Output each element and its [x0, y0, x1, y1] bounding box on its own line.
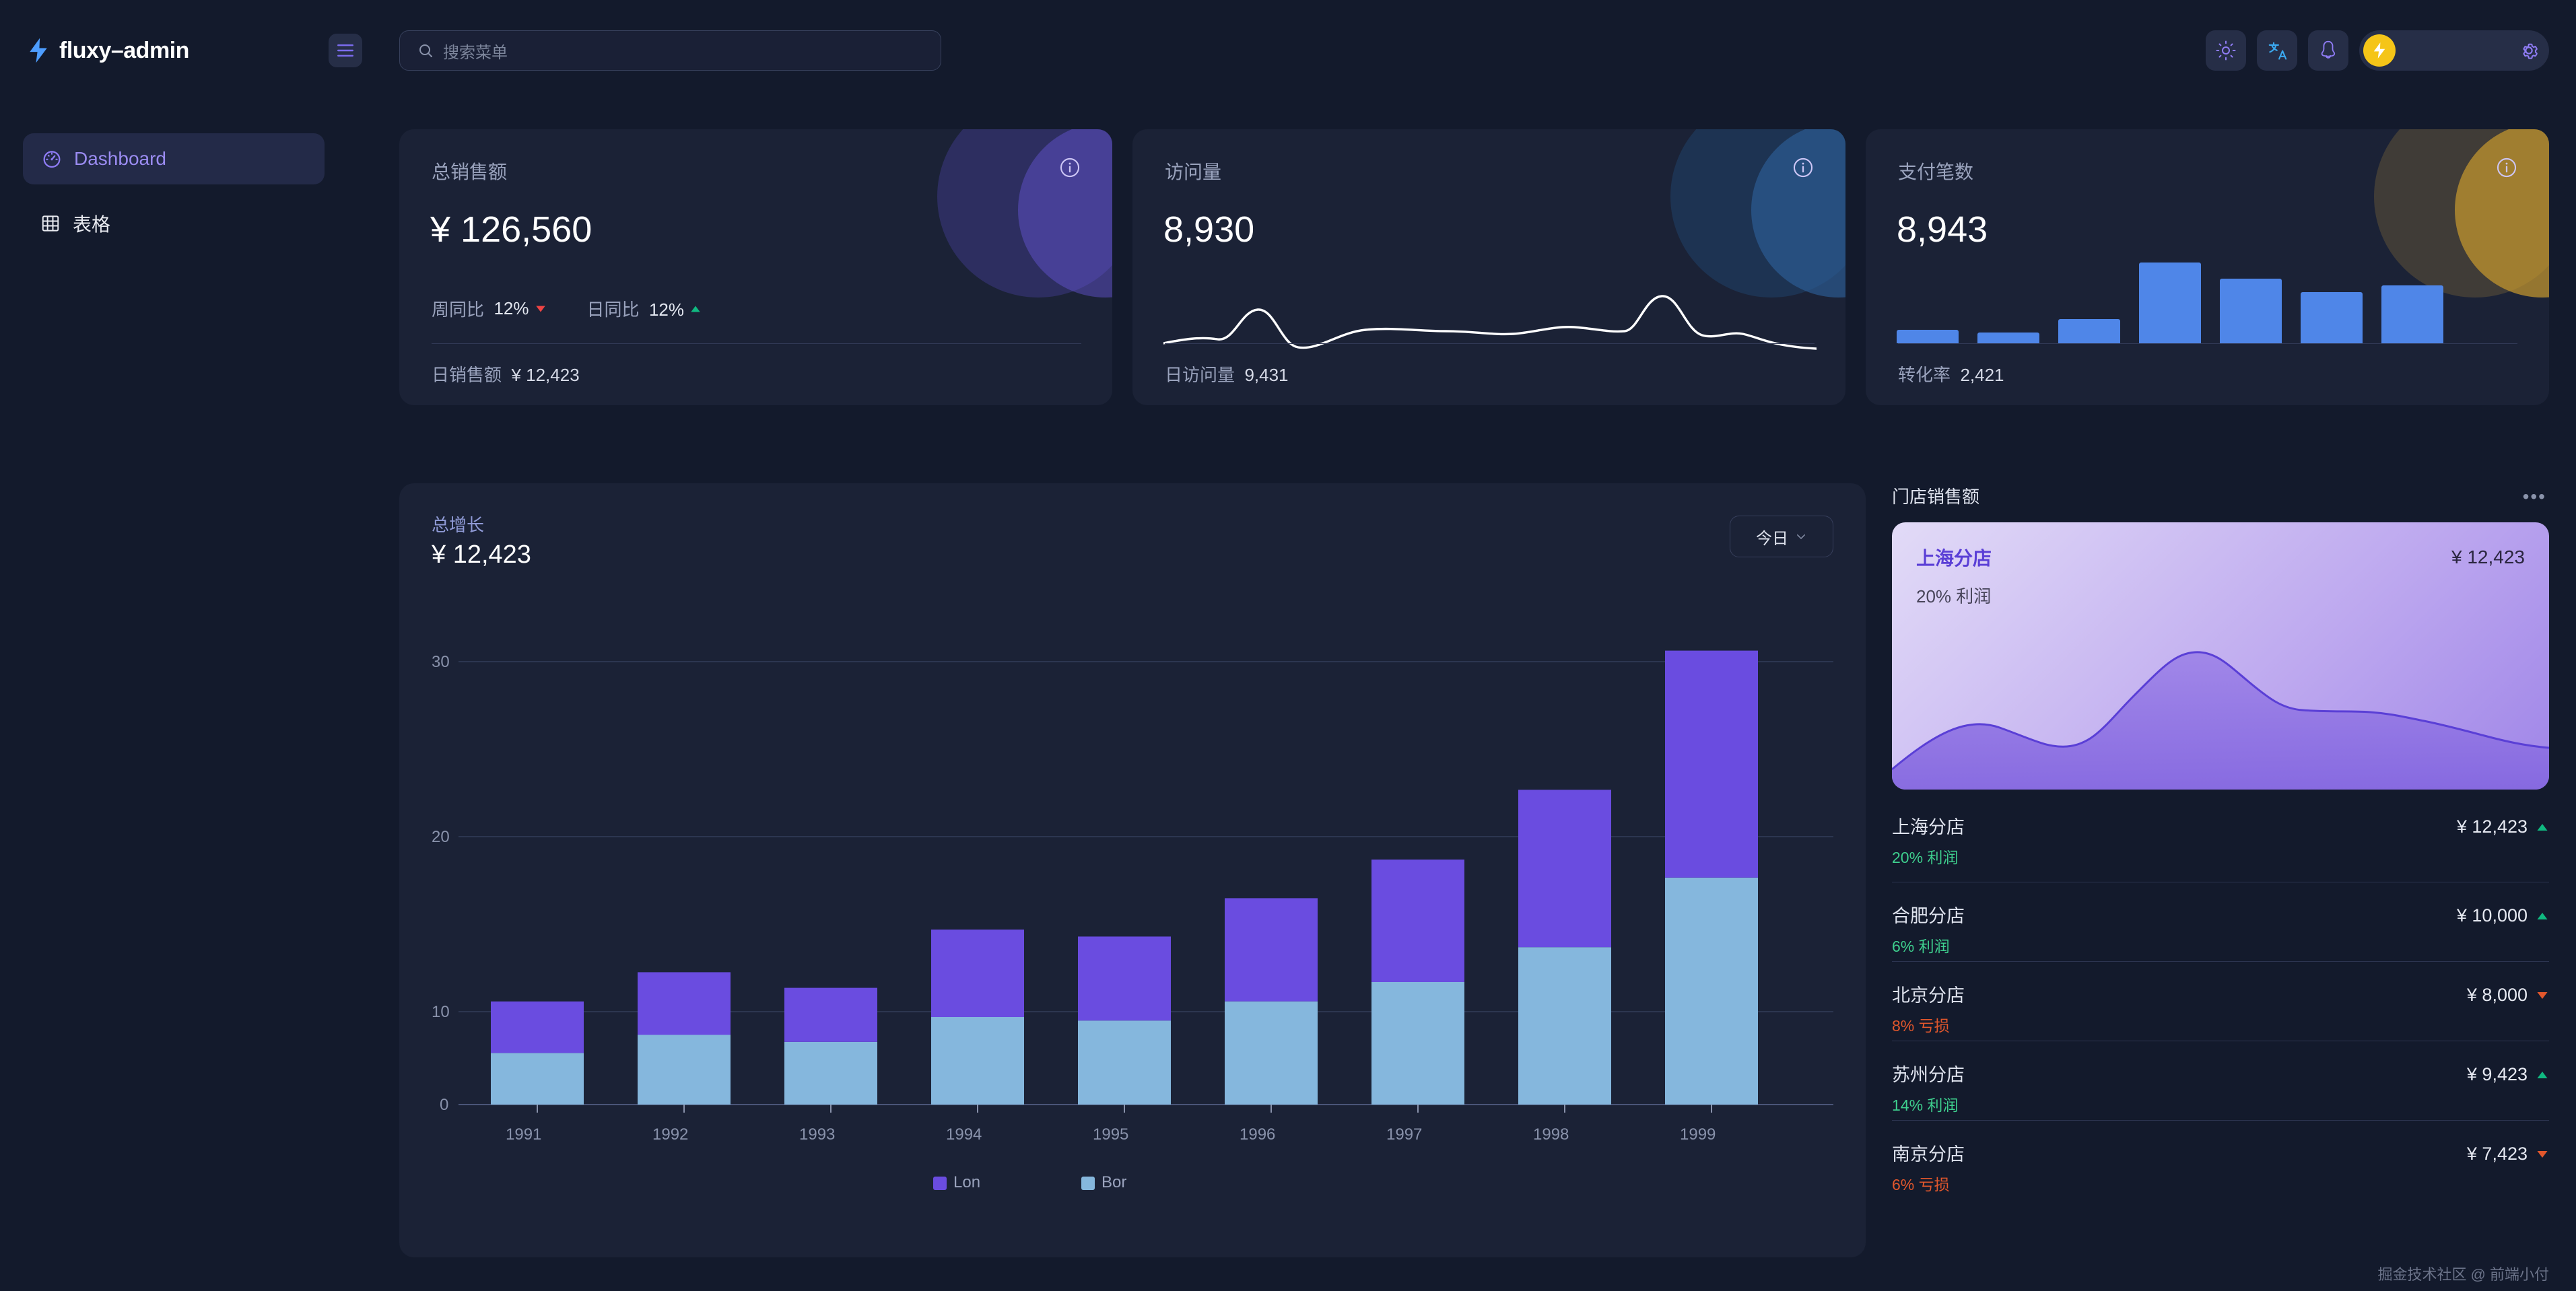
svg-text:1998: 1998 [1533, 1125, 1569, 1144]
svg-text:Bor: Bor [1101, 1173, 1126, 1191]
svg-text:1993: 1993 [799, 1125, 835, 1144]
svg-text:20: 20 [432, 828, 450, 846]
svg-text:1995: 1995 [1093, 1125, 1128, 1144]
svg-text:1994: 1994 [946, 1125, 982, 1144]
svg-text:1997: 1997 [1386, 1125, 1422, 1144]
svg-text:1999: 1999 [1680, 1125, 1716, 1144]
svg-text:10: 10 [432, 1003, 450, 1021]
svg-text:Lon: Lon [953, 1173, 980, 1191]
svg-text:1992: 1992 [652, 1125, 688, 1144]
svg-text:1991: 1991 [506, 1125, 541, 1144]
svg-text:0: 0 [440, 1096, 448, 1114]
svg-text:1996: 1996 [1240, 1125, 1275, 1144]
svg-text:30: 30 [432, 653, 450, 671]
